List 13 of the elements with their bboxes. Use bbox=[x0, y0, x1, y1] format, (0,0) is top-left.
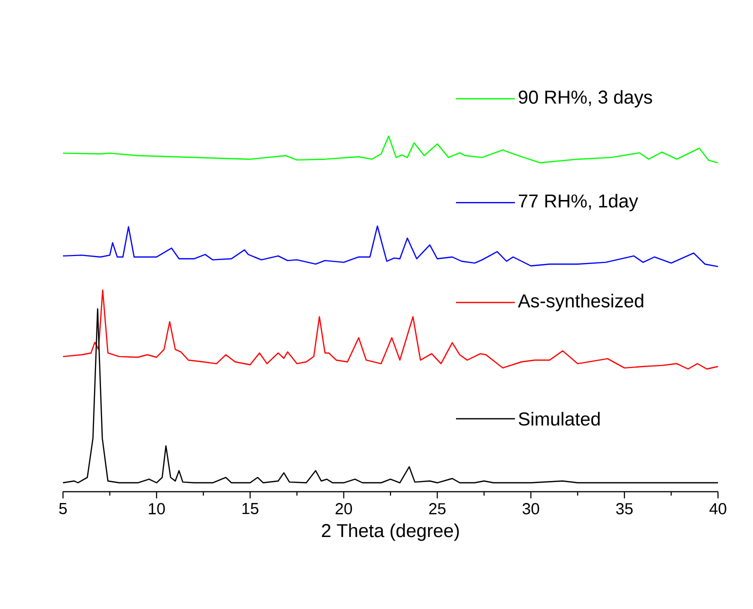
x-tick-label: 35 bbox=[616, 503, 633, 515]
legend-label: As-synthesized bbox=[518, 294, 644, 312]
x-axis-title: 2 Theta (degree) bbox=[322, 524, 459, 542]
x-tick-label: 25 bbox=[429, 503, 446, 515]
legend-label: Simulated bbox=[518, 412, 600, 426]
x-tick-label: 30 bbox=[522, 503, 540, 515]
x-tick-label: 20 bbox=[336, 503, 352, 515]
x-tick-label: 10 bbox=[148, 503, 165, 515]
x-tick-label: 15 bbox=[242, 503, 258, 514]
x-tick-label: 40 bbox=[709, 503, 726, 515]
legend-label: 77 RH%, 1day bbox=[518, 194, 638, 212]
legend-label: 90 RH%, 3 days bbox=[518, 90, 652, 108]
x-tick-label: 5 bbox=[59, 503, 67, 514]
